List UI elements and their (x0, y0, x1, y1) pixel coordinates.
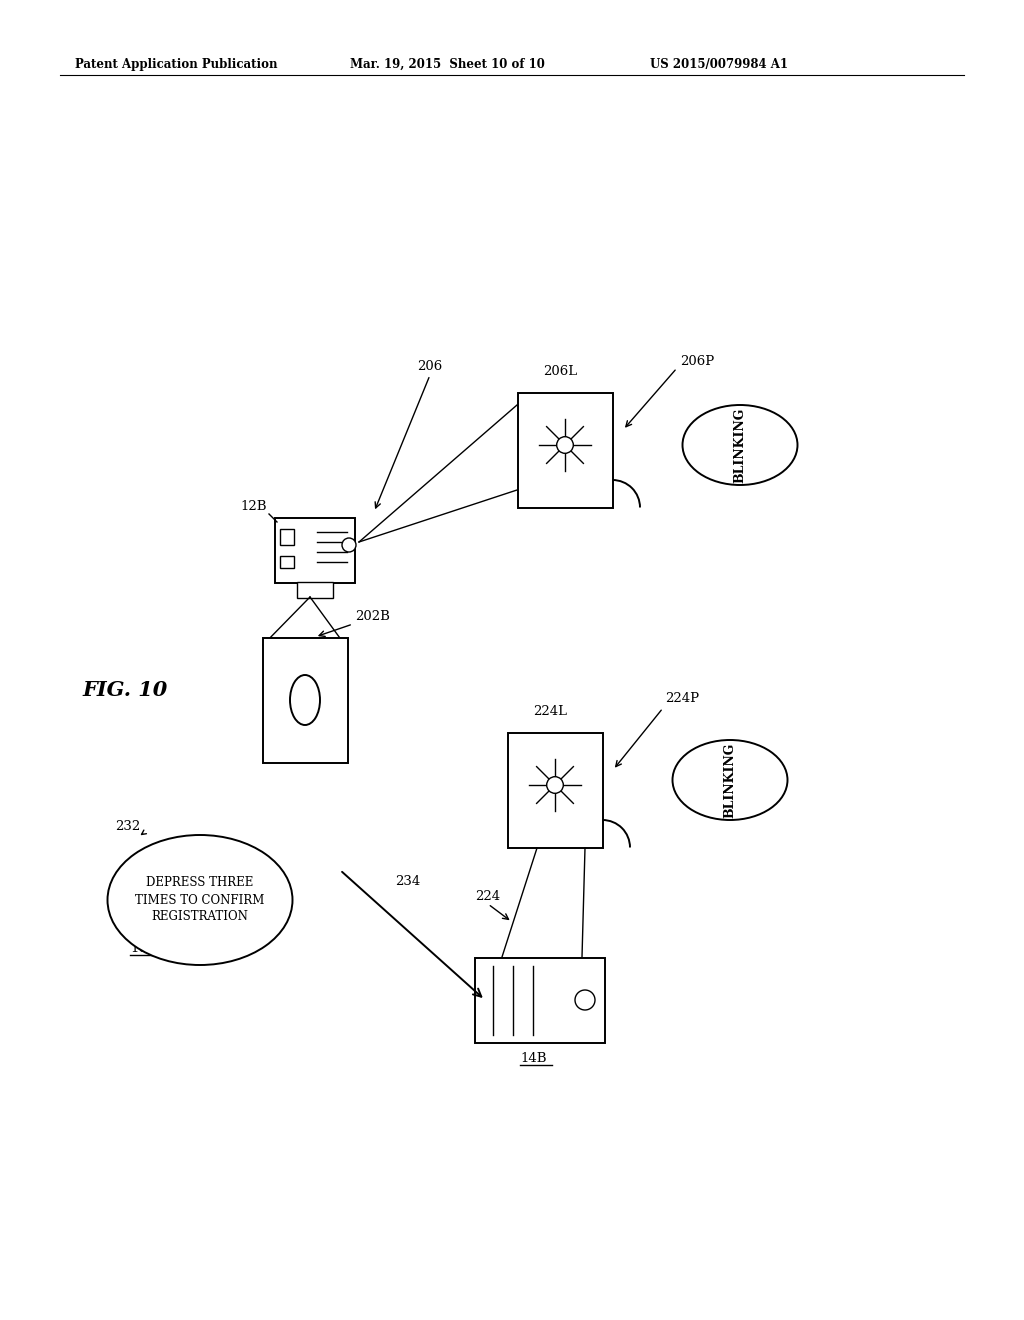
Bar (508, 733, 602, 847)
Text: 224P: 224P (665, 692, 699, 705)
Bar (280, 529, 294, 545)
Ellipse shape (673, 741, 787, 820)
Ellipse shape (108, 836, 293, 965)
Text: Patent Application Publication: Patent Application Publication (75, 58, 278, 71)
Text: 206L: 206L (543, 366, 578, 378)
Text: 224L: 224L (534, 705, 567, 718)
Circle shape (342, 539, 356, 552)
Bar (297, 582, 333, 598)
Text: 232: 232 (115, 820, 140, 833)
Circle shape (557, 437, 573, 453)
Text: 12B: 12B (241, 500, 267, 513)
Text: 234: 234 (395, 875, 420, 888)
Bar (475, 957, 605, 1043)
Text: 206: 206 (418, 360, 442, 374)
Text: 206P: 206P (680, 355, 715, 368)
Circle shape (575, 990, 595, 1010)
Text: 14B: 14B (520, 1052, 547, 1065)
Text: Mar. 19, 2015  Sheet 10 of 10: Mar. 19, 2015 Sheet 10 of 10 (350, 58, 545, 71)
Bar (262, 638, 347, 763)
Text: 202B: 202B (355, 610, 390, 623)
Text: BLINKING: BLINKING (724, 742, 736, 817)
Circle shape (547, 776, 563, 793)
Bar (517, 392, 612, 507)
Text: 224: 224 (475, 890, 500, 903)
Text: FIG. 10: FIG. 10 (82, 680, 168, 700)
Ellipse shape (683, 405, 798, 484)
Bar (280, 556, 294, 568)
Text: BLINKING: BLINKING (733, 408, 746, 483)
Ellipse shape (290, 675, 319, 725)
Text: DEPRESS THREE
TIMES TO CONFIRM
REGISTRATION: DEPRESS THREE TIMES TO CONFIRM REGISTRAT… (135, 876, 264, 924)
Text: US 2015/0079984 A1: US 2015/0079984 A1 (650, 58, 788, 71)
Text: 10B: 10B (130, 942, 157, 954)
Bar (275, 517, 355, 582)
